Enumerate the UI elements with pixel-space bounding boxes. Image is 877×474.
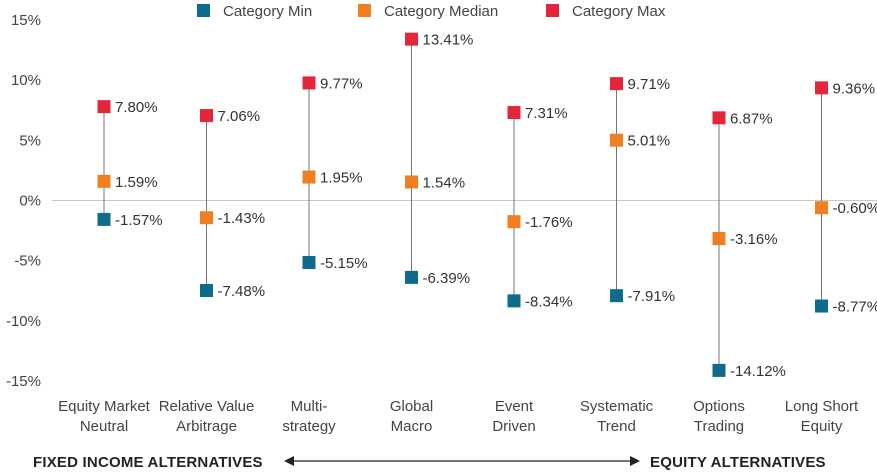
y-tick-label: -10% (6, 313, 41, 330)
marker-min (712, 363, 726, 377)
data-label-min: -1.57% (115, 212, 163, 229)
legend-swatch (546, 4, 559, 17)
data-label-max: 7.06% (218, 108, 261, 125)
data-label-median: 1.59% (115, 174, 158, 191)
category-label: Event (495, 398, 534, 415)
marker-max (815, 81, 828, 95)
data-label-max: 13.41% (423, 32, 474, 49)
category-label: Long Short (785, 398, 859, 415)
legend: Category Min Category Median Category Max (197, 3, 666, 20)
footer: FIXED INCOME ALTERNATIVES EQUITY ALTERNA… (33, 454, 826, 471)
marker-median (97, 174, 111, 188)
marker-max (97, 100, 111, 114)
marker-median (815, 201, 828, 215)
marker-min (200, 284, 213, 298)
footer-arrow-right-head (630, 456, 640, 466)
category-label: Arbitrage (176, 418, 237, 435)
data-label-max: 7.80% (115, 99, 158, 116)
marker-median (302, 170, 316, 184)
data-label-median: 1.95% (320, 170, 363, 187)
legend-swatch (358, 4, 371, 17)
category-label: strategy (282, 418, 336, 435)
marker-min (97, 212, 111, 226)
marker-min (405, 270, 418, 284)
category-label: Driven (492, 418, 535, 435)
data-label-max: 9.36% (833, 80, 876, 97)
legend-label: Category Median (384, 3, 498, 20)
marker-max (712, 111, 726, 125)
category-label: Options (693, 398, 745, 415)
category-label: Global (390, 398, 433, 415)
markers: -1.57% 1.59% 7.80% -7.48% -1.43% 7.06% -5.15% 1… (97, 32, 877, 380)
data-label-max: 9.77% (320, 75, 363, 92)
footer-left-label: FIXED INCOME ALTERNATIVES (33, 454, 263, 471)
data-label-median: -3.16% (730, 231, 778, 248)
category-label: Relative Value (159, 398, 255, 415)
category-labels: Equity Market Neutral Relative Value Arbitr… (58, 398, 859, 435)
marker-median (405, 175, 418, 189)
data-label-max: 7.31% (525, 105, 568, 122)
marker-median (610, 133, 623, 147)
marker-min (507, 294, 521, 308)
y-tick-label: -15% (6, 373, 41, 390)
category-label: Systematic (580, 398, 654, 415)
category-label: Trading (694, 418, 744, 435)
legend-swatch (197, 4, 210, 17)
legend-label: Category Min (223, 3, 312, 20)
marker-median (200, 211, 213, 225)
marker-max (302, 76, 316, 90)
y-tick-label: 0% (19, 193, 41, 210)
marker-max (610, 77, 623, 91)
data-label-min: -8.34% (525, 293, 573, 310)
legend-label: Category Max (572, 3, 666, 20)
range-lines (103, 39, 822, 371)
category-label: Multi- (291, 398, 328, 415)
footer-arrow-left-head (284, 456, 294, 466)
data-label-min: -7.91% (628, 288, 676, 305)
marker-max (507, 106, 521, 120)
y-tick-label: 15% (11, 12, 41, 29)
data-label-median: 5.01% (628, 133, 671, 150)
y-tick-label: 10% (11, 72, 41, 89)
footer-right-label: EQUITY ALTERNATIVES (650, 454, 826, 471)
y-tick-label: 5% (19, 132, 41, 149)
marker-max (200, 109, 213, 123)
data-label-median: -0.60% (833, 200, 877, 217)
y-axis: 15% 10% 5% 0% -5% -10% -15% (6, 12, 41, 390)
marker-min (302, 255, 316, 269)
data-label-min: -6.39% (423, 270, 471, 287)
data-label-median: 1.54% (423, 174, 466, 191)
marker-median (712, 232, 726, 246)
data-label-min: -14.12% (730, 363, 786, 380)
marker-min (610, 289, 623, 303)
category-label: Equity Market (58, 398, 151, 415)
marker-min (815, 299, 828, 313)
marker-max (405, 32, 418, 46)
category-label: Trend (597, 418, 636, 435)
data-label-min: -8.77% (833, 299, 877, 316)
data-label-median: -1.76% (525, 214, 573, 231)
data-label-median: -1.43% (218, 210, 266, 227)
category-label: Macro (391, 418, 433, 435)
marker-median (507, 215, 521, 229)
category-label: Neutral (80, 418, 128, 435)
y-tick-label: -5% (14, 253, 41, 270)
data-label-min: -7.48% (218, 283, 266, 300)
category-label: Equity (801, 418, 843, 435)
data-label-max: 6.87% (730, 110, 773, 127)
data-label-min: -5.15% (320, 255, 368, 272)
data-label-max: 9.71% (628, 76, 671, 93)
